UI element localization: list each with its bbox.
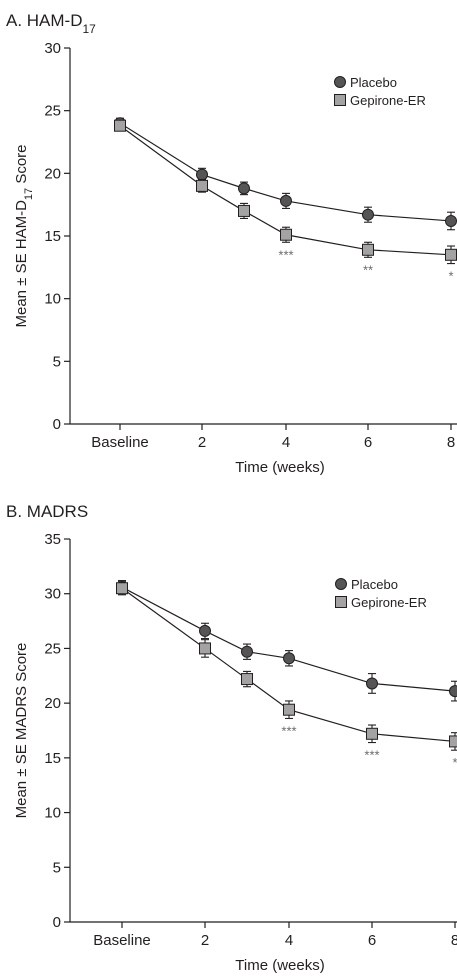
y-tick-label: 10 [44,291,61,308]
y-tick-label: 25 [44,103,61,120]
panel-title-subscript: 17 [83,22,97,36]
chart-b-svg: B. MADRS 0 5 10 15 20 25 30 35 Baseline 2 4 6 8 Time (… [6,502,457,974]
legend-marker-placebo [334,76,346,88]
legend-marker-gepirone-er [335,596,347,608]
data-point-placebo [283,652,295,665]
data-point-placebo [280,194,292,207]
data-point-placebo [362,208,374,221]
series-line-placebo [119,122,452,222]
y-tick-label: 0 [53,914,61,931]
x-tick-label: 4 [282,434,290,451]
significance-marker: * [452,755,457,770]
significance-marker: *** [278,247,293,262]
data-point-placebo [199,624,211,637]
x-tick-label: 8 [447,434,455,451]
y-tick-label: 10 [44,805,61,822]
y-tick-label: 30 [44,586,61,603]
panel-title: B. MADRS [6,502,88,521]
series-line-placebo [121,586,456,692]
data-point-gepirone-er [283,703,295,716]
y-tick-label: 15 [44,228,61,245]
x-axis-label: Time (weeks) [235,459,324,476]
y-axis-label: Mean ± SE MADRS Score [13,643,30,819]
data-point-gepirone-er [366,727,378,740]
y-tick-label: 0 [53,416,61,433]
data-point-gepirone-er [445,248,457,261]
legend-label: Placebo [351,577,398,592]
y-tick-label: 25 [44,640,61,657]
x-tick-label: Baseline [91,434,149,451]
data-point-gepirone-er [362,243,374,256]
series-line-gepirone-er [121,587,456,743]
y-tick-label: 30 [44,40,61,57]
significance-marker: *** [281,723,296,738]
legend: Placebo Gepirone-ER [335,577,427,610]
significance-marker: * [448,269,453,284]
y-tick-label: 15 [44,750,61,767]
y-axis-label-text: Mean ± SE MADRS Score [13,643,30,819]
data-point-gepirone-er [241,673,253,686]
x-axis-label: Time (weeks) [235,957,324,974]
data-point-placebo [366,677,378,690]
data-point-gepirone-er [196,179,208,192]
y-tick-label: 20 [44,165,61,182]
x-tick-label: Baseline [93,932,151,949]
significance-marker: ** [363,262,373,277]
data-point-gepirone-er [280,228,292,241]
x-tick-label: 4 [285,932,293,949]
y-axis-label-text: Mean ± SE HAM-D [13,200,30,328]
chart-panel-b: B. MADRS 0 5 10 15 20 25 30 35 Baseline 2 4 6 8 Time (… [0,489,457,978]
data-point-placebo [238,182,250,195]
data-point-gepirone-er [238,204,250,217]
significance-marker: *** [364,748,379,763]
data-point-gepirone-er [116,582,128,595]
x-tick-label: 6 [364,434,372,451]
legend-label: Gepirone-ER [350,93,426,108]
panel-title-text: B. MADRS [6,502,88,521]
legend-marker-gepirone-er [334,94,346,106]
y-tick-label: 20 [44,695,61,712]
y-axis-label-subscript: 17 [23,188,35,200]
legend-marker-placebo [335,578,347,590]
data-point-placebo [449,685,457,698]
chart-panel-a: A. HAM-D17 0 5 10 15 20 25 30 Baseline 2 4 6 8 Time (… [6,11,457,476]
legend-label: Placebo [350,75,397,90]
y-axis-label-suffix: Score [13,144,30,187]
data-point-placebo [445,214,457,227]
legend-label: Gepirone-ER [351,595,427,610]
panel-title: A. HAM-D17 [6,11,96,36]
x-tick-label: 2 [201,932,209,949]
series-line-gepirone-er [119,125,452,256]
y-tick-label: 5 [53,353,61,370]
panel-title-text: A. HAM-D [6,11,83,30]
data-point-placebo [241,645,253,658]
x-tick-label: 8 [451,932,457,949]
y-tick-label: 5 [53,859,61,876]
y-tick-label: 35 [44,531,61,548]
x-tick-label: 2 [198,434,206,451]
data-point-gepirone-er [114,119,126,132]
data-point-gepirone-er [449,735,457,748]
legend: Placebo Gepirone-ER [334,75,426,108]
data-point-gepirone-er [199,642,211,655]
x-tick-label: 6 [368,932,376,949]
data-point-placebo [196,168,208,181]
y-axis-label: Mean ± SE HAM-D17 Score [13,144,35,327]
